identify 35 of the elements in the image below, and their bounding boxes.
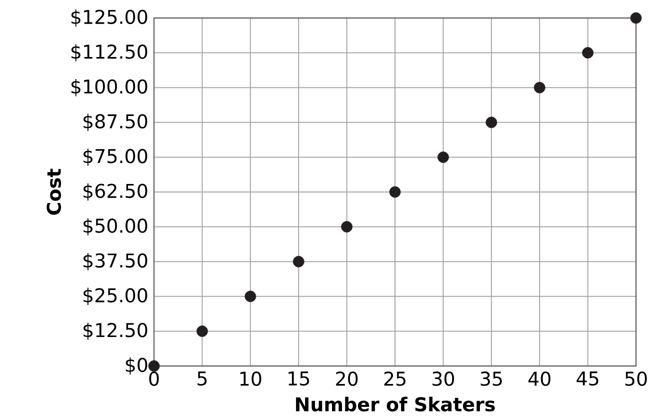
point [582,47,594,58]
point [292,256,304,268]
x-tick-label: 10 [240,372,262,386]
point [630,12,642,24]
point [389,186,401,198]
y-tick-label: $37.50 [84,252,148,270]
x-tick-label: 0 [149,372,159,386]
x-tick-label: 50 [625,372,647,386]
x-axis-title: Number of Skaters [296,396,495,412]
point [244,290,256,302]
x-tick-label: 20 [336,372,358,386]
point [196,326,208,337]
y-tick-label: $50.00 [84,218,148,236]
point [486,116,498,128]
y-tick-label: $87.50 [84,114,148,132]
y-tick-label: $12.50 [84,322,148,340]
y-axis-title: Cost [46,168,62,215]
y-tick-label: $100.00 [71,78,148,96]
x-tick-label: 25 [384,372,406,386]
y-tick-label: $25.00 [84,288,148,306]
point [341,221,352,232]
y-tick-label: $0 [126,357,148,375]
y-tick-label: $75.00 [84,148,148,166]
y-tick-label: $112.50 [71,44,148,62]
x-tick-label: 15 [288,372,310,386]
x-tick-label: 35 [480,372,502,386]
y-tick-label: $125.00 [71,9,148,27]
point [438,152,449,163]
x-tick-label: 5 [198,372,207,386]
y-tick-label: $62.50 [84,183,148,201]
point [534,82,546,94]
x-tick-label: 40 [528,372,550,386]
point [148,360,160,372]
x-tick-label: 45 [576,372,598,386]
x-tick-label: 30 [432,372,454,386]
